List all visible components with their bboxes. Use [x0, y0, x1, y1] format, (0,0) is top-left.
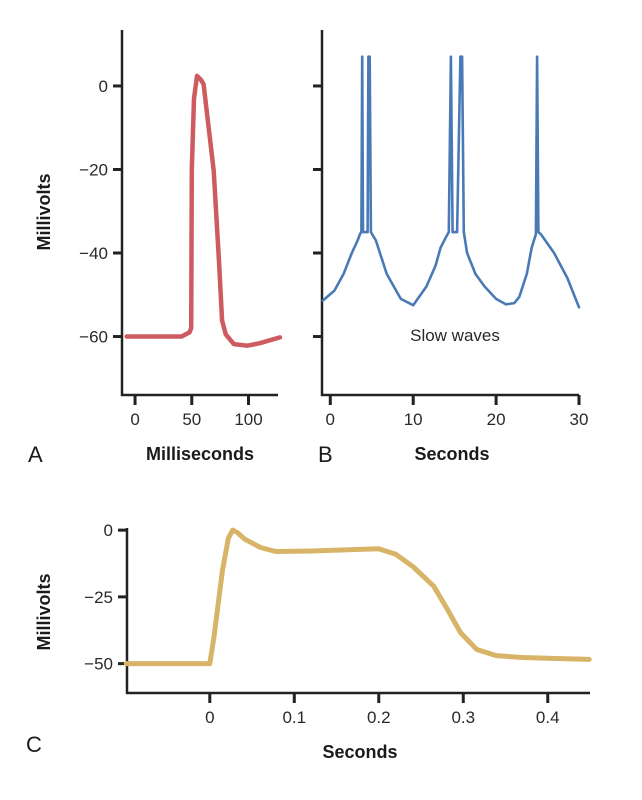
- y-tick-label: 0: [104, 521, 113, 540]
- y-tick-label: −20: [79, 160, 108, 179]
- x-axis-title: Milliseconds: [146, 444, 254, 464]
- series-line: [124, 73, 283, 348]
- x-tick-label: 10: [404, 410, 423, 429]
- panel-label: C: [26, 732, 42, 757]
- panel-label: B: [318, 442, 333, 467]
- x-axis-title: Seconds: [322, 742, 397, 762]
- x-tick-label: 0.1: [282, 708, 306, 727]
- panel-b: 0 10 20 30 B Seconds Slow waves: [313, 30, 588, 467]
- x-tick-label: 50: [182, 410, 201, 429]
- y-axis-title: Millivolts: [34, 173, 54, 250]
- y-tick-label: −60: [79, 328, 108, 347]
- panel-label: A: [28, 442, 43, 467]
- panel-c: 0 −25 −50 0 0.1 0.2 0.3 0.4 C Seconds Millivolts: [26, 521, 592, 762]
- x-tick-label: 20: [487, 410, 506, 429]
- x-tick-label: 0: [130, 410, 139, 429]
- x-tick-label: 0.4: [536, 708, 560, 727]
- x-tick-label: 0: [205, 708, 214, 727]
- y-axis-title: Millivolts: [34, 573, 54, 650]
- series-line: [123, 527, 592, 667]
- x-axis-title: Seconds: [414, 444, 489, 464]
- x-tick-label: 30: [570, 410, 589, 429]
- annotation-slow-waves: Slow waves: [410, 326, 500, 345]
- panel-a: 0 −20 −40 −60 0 50 100 A Milliseconds Millivolts: [28, 30, 283, 467]
- x-tick-label: 0.3: [451, 708, 475, 727]
- y-tick-label: −25: [84, 588, 113, 607]
- x-tick-label: 0: [326, 410, 335, 429]
- y-tick-label: 0: [99, 77, 108, 96]
- x-tick-label: 100: [234, 410, 262, 429]
- y-tick-label: −50: [84, 655, 113, 674]
- series-line: [321, 55, 581, 309]
- y-tick-label: −40: [79, 244, 108, 263]
- x-tick-label: 0.2: [367, 708, 391, 727]
